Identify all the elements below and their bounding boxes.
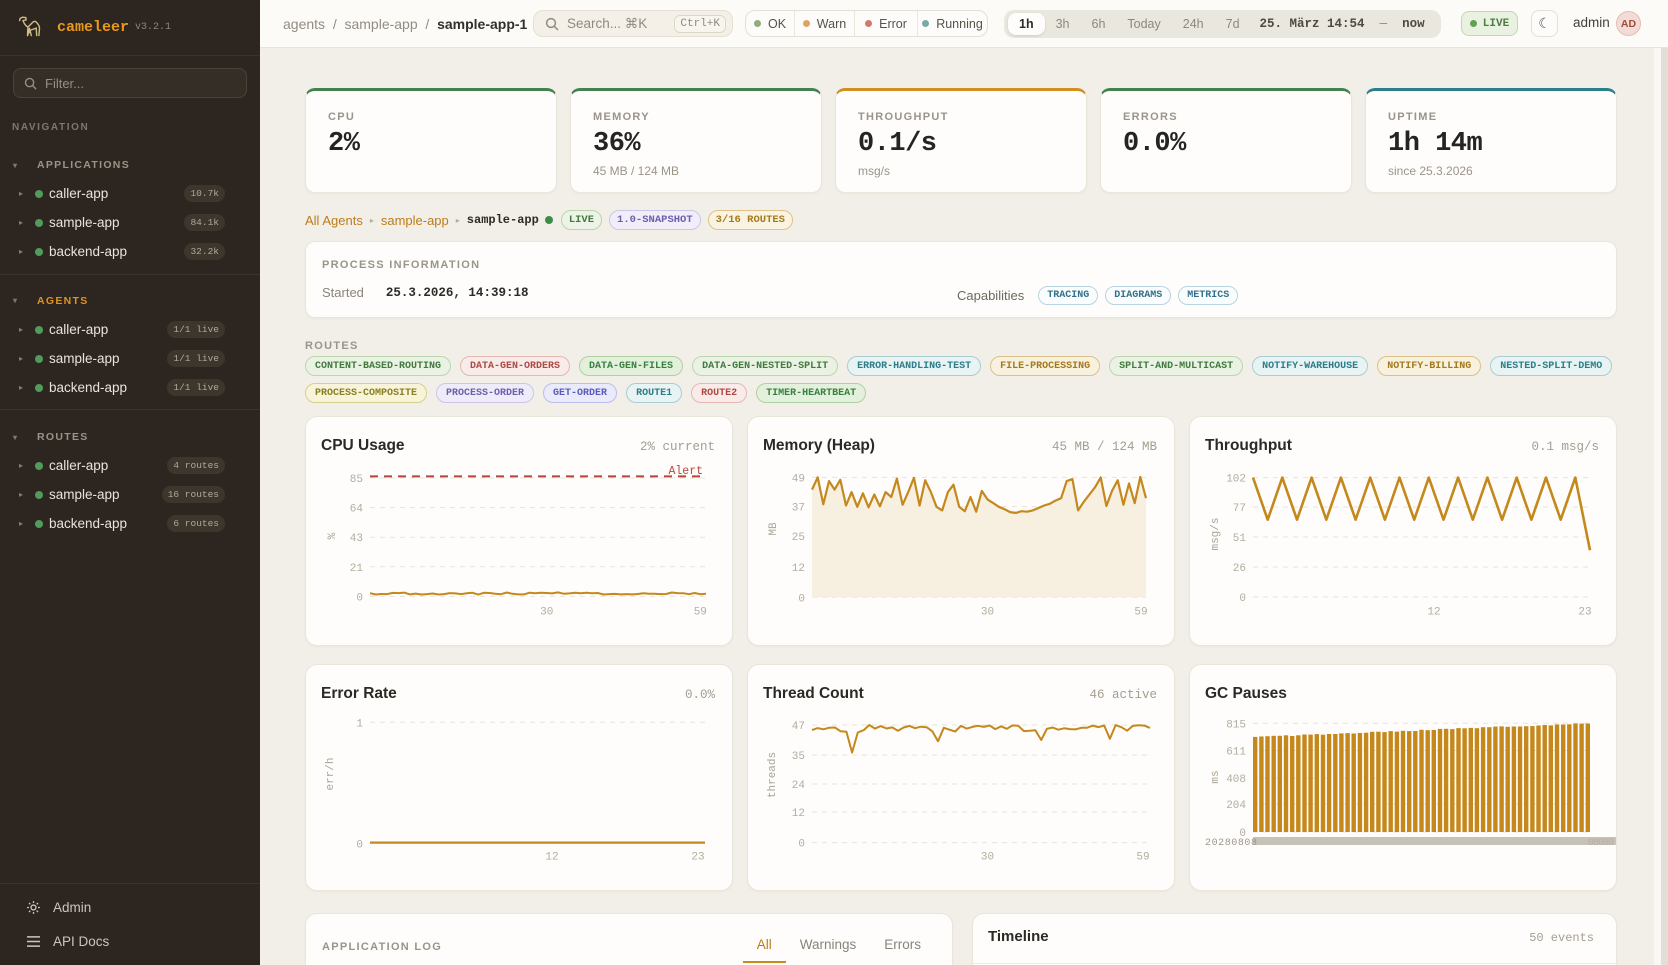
svg-text:30: 30 [540, 607, 553, 619]
svg-text:30: 30 [981, 852, 994, 864]
svg-text:64: 64 [350, 504, 364, 516]
svg-text:85: 85 [350, 474, 363, 486]
svg-text:threads: threads [767, 752, 779, 798]
svg-text:08080: 08080 [1588, 838, 1614, 849]
svg-text:0: 0 [1239, 828, 1246, 840]
svg-text:204: 204 [1226, 800, 1246, 812]
svg-text:51: 51 [1233, 533, 1247, 545]
svg-text:20280808: 20280808 [1205, 838, 1257, 849]
svg-text:611: 611 [1226, 747, 1246, 759]
svg-text:MB: MB [768, 522, 780, 536]
svg-text:12: 12 [792, 563, 805, 575]
svg-text:408: 408 [1226, 774, 1246, 786]
svg-text:59: 59 [1134, 607, 1147, 619]
svg-text:12: 12 [545, 852, 558, 864]
svg-text:ms: ms [1210, 770, 1222, 783]
svg-text:59: 59 [1136, 852, 1149, 864]
svg-text:msg/s: msg/s [1210, 517, 1222, 550]
svg-text:43: 43 [350, 533, 363, 545]
svg-text:47: 47 [792, 721, 805, 733]
svg-text:102: 102 [1226, 474, 1246, 486]
svg-text:21: 21 [350, 563, 364, 575]
svg-text:Alert: Alert [668, 465, 703, 478]
svg-text:23: 23 [1578, 607, 1591, 619]
svg-text:26: 26 [1233, 563, 1246, 575]
svg-text:0: 0 [356, 840, 363, 852]
svg-text:815: 815 [1226, 719, 1246, 731]
svg-text:24: 24 [792, 780, 806, 792]
svg-text:0: 0 [1239, 593, 1246, 605]
svg-text:%: % [327, 532, 339, 539]
svg-text:0: 0 [356, 592, 363, 604]
svg-text:23: 23 [691, 852, 704, 864]
svg-text:59: 59 [694, 607, 707, 619]
svg-text:12: 12 [1427, 607, 1440, 619]
svg-text:err/h: err/h [325, 757, 337, 790]
svg-text:49: 49 [792, 473, 805, 485]
svg-text:0: 0 [798, 839, 805, 851]
svg-text:37: 37 [792, 503, 805, 515]
svg-text:35: 35 [792, 751, 805, 763]
svg-text:77: 77 [1233, 503, 1246, 515]
svg-text:0: 0 [798, 593, 805, 605]
svg-text:12: 12 [792, 808, 805, 820]
svg-text:25: 25 [792, 532, 805, 544]
svg-text:30: 30 [981, 607, 994, 619]
svg-text:1: 1 [356, 718, 363, 730]
